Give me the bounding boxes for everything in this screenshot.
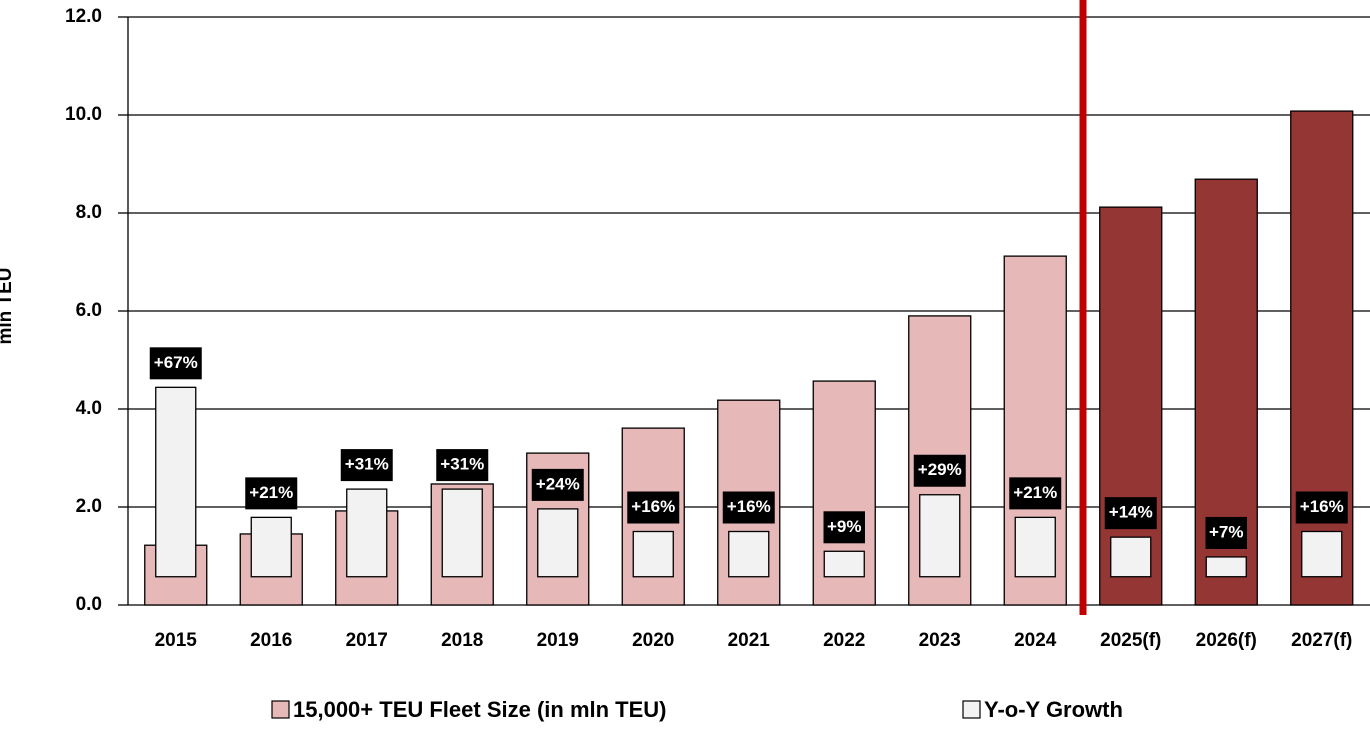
data-label-box xyxy=(149,347,202,380)
legend-swatch xyxy=(271,700,290,719)
data-label: +9% xyxy=(827,517,862,536)
data-label-box xyxy=(531,468,584,501)
x-tick-label: 2020 xyxy=(632,630,674,651)
x-tick-label: 2017 xyxy=(346,630,388,651)
data-label-box xyxy=(245,477,298,510)
growth-bar xyxy=(1110,536,1152,578)
growth-bar xyxy=(919,494,961,578)
y-tick-label: 10.0 xyxy=(65,104,102,125)
data-label-box xyxy=(340,449,393,482)
data-label-box xyxy=(1009,477,1062,510)
growth-bar xyxy=(823,550,865,578)
data-label: +21% xyxy=(249,483,293,502)
data-label-box xyxy=(627,491,680,524)
data-label: +31% xyxy=(345,455,389,474)
x-tick-label: 2025(f) xyxy=(1100,630,1161,651)
data-label: +16% xyxy=(727,497,771,516)
x-tick-label: 2022 xyxy=(823,630,865,651)
y-tick-label: 12.0 xyxy=(65,6,102,27)
y-tick-label: 8.0 xyxy=(76,202,102,223)
growth-bar xyxy=(250,516,292,578)
growth-bar xyxy=(1205,556,1247,578)
data-label: +7% xyxy=(1209,522,1244,541)
x-tick-label: 2027(f) xyxy=(1291,630,1352,651)
data-label: +67% xyxy=(154,353,198,372)
x-tick-label: 2015 xyxy=(155,630,198,651)
data-label-box xyxy=(722,491,775,524)
x-tick-label: 2018 xyxy=(441,630,483,651)
data-label-box xyxy=(1295,491,1348,524)
x-tick-label: 2024 xyxy=(1014,630,1057,651)
legend-label: Y-o-Y Growth xyxy=(984,697,1123,722)
x-tick-label: 2023 xyxy=(919,630,961,651)
growth-bar xyxy=(728,530,770,578)
x-tick-label: 2016 xyxy=(250,630,292,651)
y-tick-label: 4.0 xyxy=(76,398,102,419)
legend-swatch xyxy=(962,700,981,719)
growth-bar xyxy=(1301,530,1343,578)
growth-bar xyxy=(441,488,483,578)
data-label: +16% xyxy=(631,497,675,516)
data-label: +21% xyxy=(1013,483,1057,502)
data-label: +24% xyxy=(536,474,580,493)
growth-bar xyxy=(537,508,579,578)
growth-bar xyxy=(1014,516,1056,578)
y-tick-label: 6.0 xyxy=(76,300,102,321)
growth-bar xyxy=(155,386,197,578)
x-tick-label: 2021 xyxy=(728,630,771,651)
data-label: +29% xyxy=(918,460,962,479)
x-tick-label: 2019 xyxy=(537,630,579,651)
data-label-box xyxy=(913,454,966,487)
data-label-box xyxy=(1205,516,1247,549)
data-label: +16% xyxy=(1300,497,1344,516)
x-tick-label: 2026(f) xyxy=(1196,630,1257,651)
data-label-box xyxy=(436,449,489,482)
legend-label: 15,000+ TEU Fleet Size (in mln TEU) xyxy=(293,697,667,722)
growth-bar xyxy=(346,488,388,578)
data-label-box xyxy=(823,511,865,544)
data-label: +14% xyxy=(1109,503,1153,522)
y-axis-label: mln TEU xyxy=(0,267,16,344)
data-label: +31% xyxy=(440,455,484,474)
y-tick-label: 0.0 xyxy=(76,594,102,615)
y-tick-label: 2.0 xyxy=(76,496,102,517)
data-label-box xyxy=(1104,497,1157,530)
growth-bar xyxy=(632,530,674,578)
